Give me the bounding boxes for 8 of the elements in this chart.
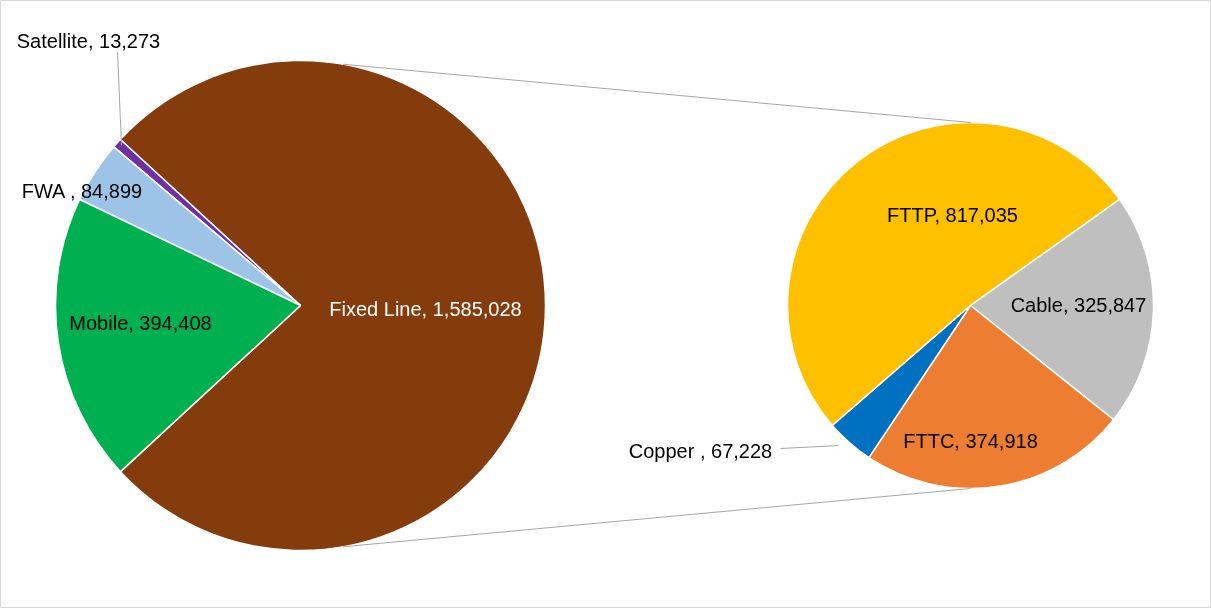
- slice-label: Cable, 325,847: [1010, 293, 1147, 316]
- slice-label: Mobile, 394,408: [69, 311, 212, 334]
- slice-label: FTTC, 374,918: [903, 429, 1038, 452]
- slice-label: FWA , 84,899: [21, 179, 143, 202]
- slice-label: Fixed Line, 1,585,028: [329, 297, 522, 320]
- slice-label: Satellite, 13,273: [16, 29, 161, 52]
- slice-label: FTTP, 817,035: [887, 203, 1018, 226]
- slice-label: Copper , 67,228: [628, 439, 773, 462]
